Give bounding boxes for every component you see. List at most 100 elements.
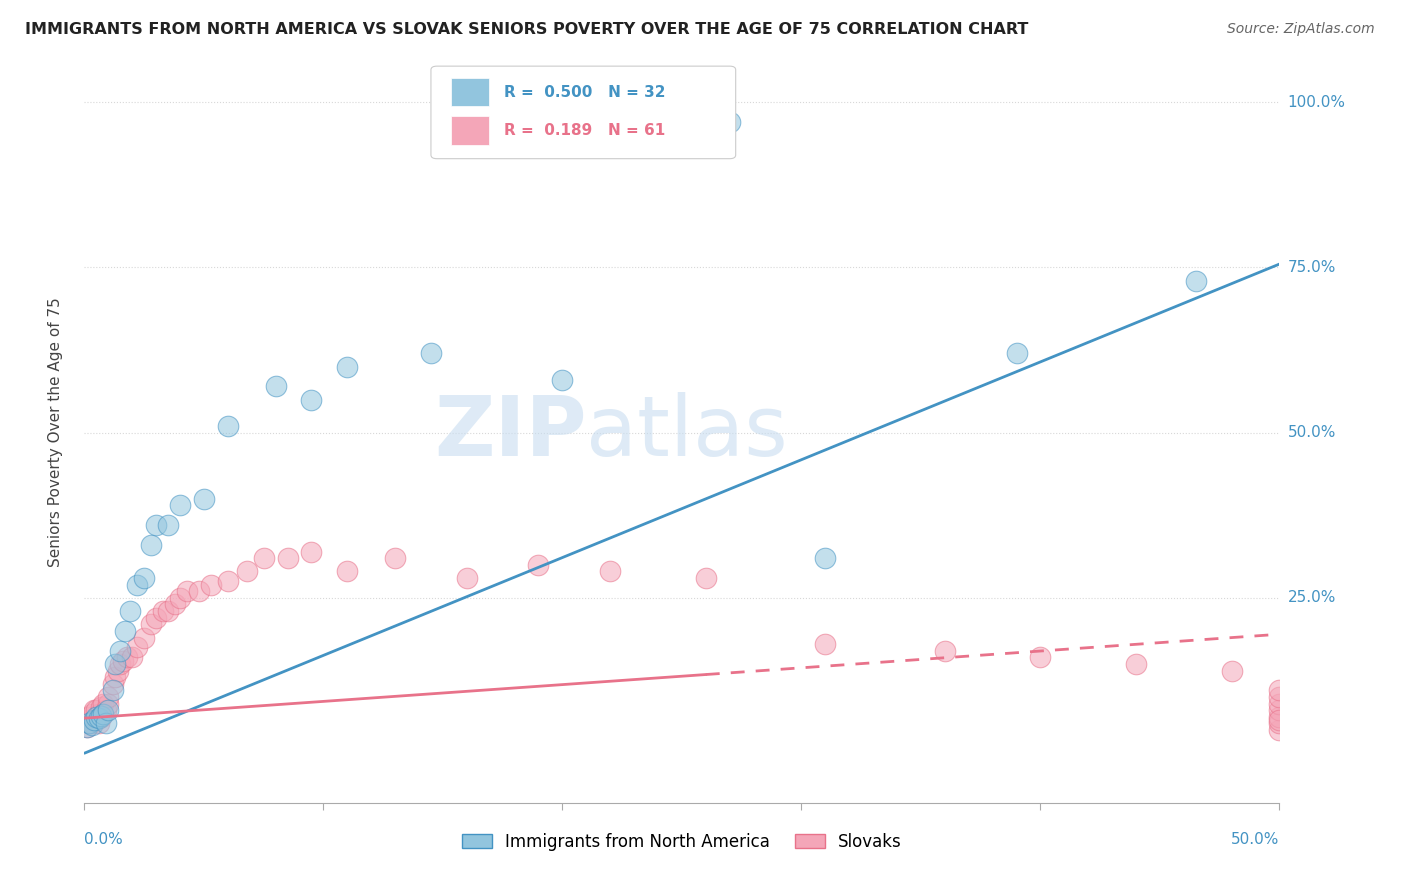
- Point: [90, 708, 112, 723]
- Point: [527, 558, 550, 572]
- Point: [97, 697, 120, 711]
- Y-axis label: Seniors Poverty Over the Age of 75: Seniors Poverty Over the Age of 75: [48, 298, 63, 567]
- Text: atlas: atlas: [586, 392, 787, 473]
- Point: [145, 611, 167, 625]
- Point: [193, 491, 215, 506]
- Point: [217, 574, 239, 589]
- Point: [117, 650, 139, 665]
- Point: [1185, 274, 1208, 288]
- Text: Source: ZipAtlas.com: Source: ZipAtlas.com: [1227, 22, 1375, 37]
- Point: [110, 657, 132, 671]
- Point: [86, 703, 108, 717]
- Point: [236, 565, 259, 579]
- Point: [93, 697, 115, 711]
- Point: [814, 551, 837, 566]
- Point: [157, 518, 180, 533]
- Bar: [451, 117, 489, 145]
- Point: [87, 711, 110, 725]
- Point: [695, 571, 717, 585]
- Point: [101, 677, 124, 691]
- Text: R =  0.189   N = 61: R = 0.189 N = 61: [503, 123, 665, 138]
- Point: [551, 373, 574, 387]
- Point: [1268, 713, 1291, 727]
- Point: [90, 700, 112, 714]
- Point: [76, 720, 98, 734]
- Point: [336, 359, 359, 374]
- Point: [141, 538, 163, 552]
- Point: [1268, 716, 1291, 731]
- Point: [101, 683, 124, 698]
- Point: [77, 716, 100, 731]
- Text: 75.0%: 75.0%: [1288, 260, 1336, 275]
- Point: [718, 115, 741, 129]
- Point: [200, 577, 222, 591]
- Point: [121, 650, 143, 665]
- Point: [97, 690, 120, 704]
- Point: [125, 640, 148, 655]
- Point: [80, 718, 103, 732]
- Point: [110, 644, 132, 658]
- Point: [176, 584, 198, 599]
- Text: 25.0%: 25.0%: [1288, 591, 1336, 606]
- Point: [141, 617, 163, 632]
- Point: [1220, 664, 1243, 678]
- Point: [114, 624, 136, 638]
- Point: [83, 713, 105, 727]
- Point: [1268, 697, 1291, 711]
- Point: [76, 713, 98, 727]
- Point: [145, 518, 167, 533]
- Point: [169, 591, 191, 605]
- Point: [118, 604, 141, 618]
- Point: [1005, 346, 1028, 360]
- Point: [111, 654, 134, 668]
- Point: [157, 604, 180, 618]
- Point: [94, 716, 117, 731]
- Point: [1268, 723, 1291, 737]
- Point: [132, 631, 156, 645]
- Point: [83, 713, 105, 727]
- Point: [420, 346, 443, 360]
- Point: [456, 571, 478, 585]
- Point: [814, 637, 837, 651]
- Text: 50.0%: 50.0%: [1288, 425, 1336, 440]
- Point: [104, 670, 127, 684]
- Point: [93, 706, 115, 721]
- Point: [80, 706, 103, 721]
- Point: [1268, 683, 1291, 698]
- Point: [384, 551, 406, 566]
- Point: [277, 551, 299, 566]
- Point: [86, 713, 108, 727]
- Point: [90, 710, 112, 724]
- Point: [264, 379, 287, 393]
- Point: [188, 584, 211, 599]
- Text: ZIP: ZIP: [434, 392, 586, 473]
- Point: [87, 716, 110, 731]
- Point: [1125, 657, 1147, 671]
- Point: [77, 716, 100, 731]
- Point: [1268, 690, 1291, 704]
- Point: [253, 551, 276, 566]
- Bar: [451, 78, 489, 106]
- Point: [152, 604, 174, 618]
- Point: [76, 720, 98, 734]
- Point: [1029, 650, 1052, 665]
- Point: [301, 392, 323, 407]
- Text: IMMIGRANTS FROM NORTH AMERICA VS SLOVAK SENIORS POVERTY OVER THE AGE OF 75 CORRE: IMMIGRANTS FROM NORTH AMERICA VS SLOVAK …: [25, 22, 1029, 37]
- Point: [107, 664, 129, 678]
- Point: [1268, 703, 1291, 717]
- Point: [87, 706, 110, 721]
- Point: [93, 706, 115, 721]
- Text: 0.0%: 0.0%: [84, 832, 124, 847]
- Point: [83, 703, 105, 717]
- Text: 100.0%: 100.0%: [1288, 95, 1346, 110]
- Point: [217, 419, 239, 434]
- Point: [97, 703, 120, 717]
- Point: [599, 565, 621, 579]
- Point: [77, 710, 100, 724]
- Point: [80, 716, 103, 731]
- Point: [301, 544, 323, 558]
- FancyBboxPatch shape: [432, 66, 735, 159]
- Point: [165, 598, 187, 612]
- Point: [86, 710, 108, 724]
- Point: [94, 703, 117, 717]
